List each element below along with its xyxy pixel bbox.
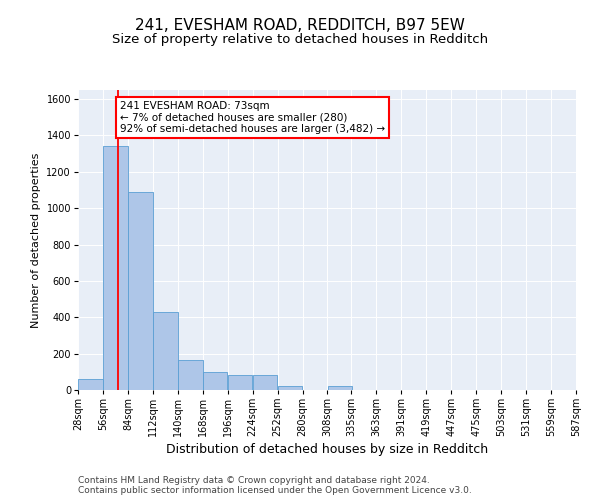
Bar [128, 192, 152, 390]
Text: 241, EVESHAM ROAD, REDDITCH, B97 5EW: 241, EVESHAM ROAD, REDDITCH, B97 5EW [135, 18, 465, 32]
X-axis label: Distribution of detached houses by size in Redditch: Distribution of detached houses by size … [166, 444, 488, 456]
Bar [103, 146, 128, 390]
Bar [78, 379, 103, 390]
Bar [228, 376, 253, 390]
Text: Contains public sector information licensed under the Open Government Licence v3: Contains public sector information licen… [78, 486, 472, 495]
Bar [253, 376, 277, 390]
Text: Size of property relative to detached houses in Redditch: Size of property relative to detached ho… [112, 32, 488, 46]
Bar [203, 372, 227, 390]
Bar [178, 360, 203, 390]
Text: Contains HM Land Registry data © Crown copyright and database right 2024.: Contains HM Land Registry data © Crown c… [78, 476, 430, 485]
Bar [278, 386, 302, 390]
Bar [328, 386, 352, 390]
Y-axis label: Number of detached properties: Number of detached properties [31, 152, 41, 328]
Text: 241 EVESHAM ROAD: 73sqm
← 7% of detached houses are smaller (280)
92% of semi-de: 241 EVESHAM ROAD: 73sqm ← 7% of detached… [120, 101, 385, 134]
Bar [153, 312, 178, 390]
